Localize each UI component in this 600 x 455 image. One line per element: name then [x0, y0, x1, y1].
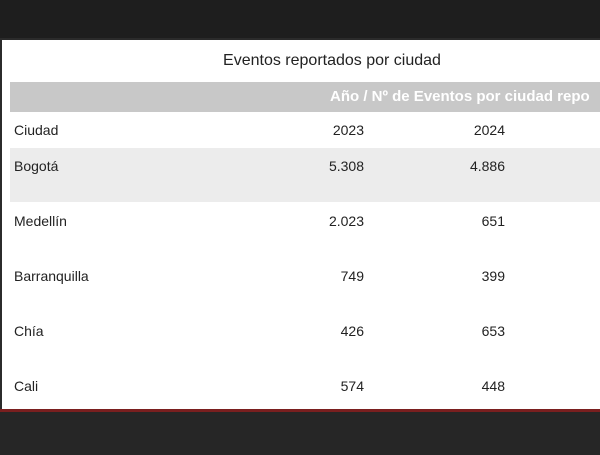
group-header-text: Año / Nº de Eventos por ciudad repo — [330, 88, 590, 105]
column-header: 2024 — [473, 122, 505, 138]
table-row: Cali 574 448 — [10, 368, 600, 410]
value-cell: 749 — [340, 268, 364, 284]
table-row: Medellín 2.023 651 — [10, 203, 600, 257]
table-row: Bogotá 5.308 4.886 — [10, 148, 600, 202]
table-panel: Eventos reportados por ciudad Año / Nº d… — [2, 40, 600, 410]
city-cell: Bogotá — [14, 158, 59, 174]
city-cell: Chía — [14, 323, 44, 339]
header-row: Ciudad 2023 2024 — [10, 112, 600, 148]
city-cell: Cali — [14, 378, 39, 394]
column-header: Ciudad — [14, 122, 59, 138]
value-cell: 399 — [481, 268, 505, 284]
value-cell: 426 — [340, 323, 364, 339]
column-header: 2023 — [332, 122, 364, 138]
table-row: Barranquilla 749 399 — [10, 258, 600, 312]
value-cell: 651 — [481, 213, 505, 229]
divider — [0, 409, 600, 412]
group-header: Año / Nº de Eventos por ciudad repo — [10, 82, 600, 112]
value-cell: 574 — [340, 378, 364, 394]
city-cell: Barranquilla — [14, 268, 89, 284]
value-cell: 5.308 — [328, 158, 364, 174]
value-cell: 2.023 — [328, 213, 364, 229]
value-cell: 653 — [481, 323, 505, 339]
top-bar — [0, 0, 600, 38]
value-cell: 448 — [481, 378, 505, 394]
bottom-bar — [0, 412, 600, 455]
city-cell: Medellín — [14, 213, 67, 229]
table-title: Eventos reportados por ciudad — [223, 52, 441, 69]
value-cell: 4.886 — [469, 158, 505, 174]
table-row: Chía 426 653 — [10, 313, 600, 367]
